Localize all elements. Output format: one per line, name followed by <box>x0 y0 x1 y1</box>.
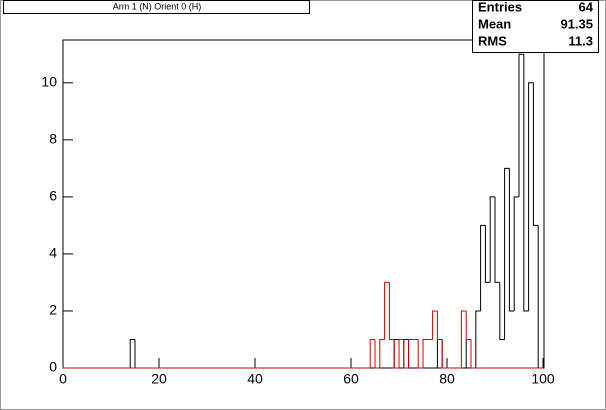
stat-value: 64 <box>579 0 594 14</box>
x-tick-label: 100 <box>531 371 555 387</box>
histogram-bin <box>388 282 395 340</box>
x-tick-label: 60 <box>343 371 359 387</box>
histogram-bin <box>523 54 529 312</box>
histogram-bin <box>484 225 491 283</box>
histogram-bin <box>475 310 481 368</box>
histogram-bin <box>528 82 534 311</box>
stat-value: 91.35 <box>560 16 593 31</box>
y-tick-label: 4 <box>49 245 57 261</box>
histogram-bin <box>398 338 404 368</box>
histogram-bin <box>494 196 500 283</box>
y-tick-label: 8 <box>49 131 57 147</box>
histogram-bin <box>518 53 524 197</box>
histogram-bin <box>408 338 414 368</box>
stat-label: RMS <box>478 33 507 48</box>
histogram-bin <box>129 338 135 368</box>
y-tick-label: 6 <box>49 188 57 204</box>
histogram-bin <box>513 196 519 311</box>
histogram-bin <box>374 339 380 369</box>
stat-value: 11.3 <box>568 33 593 48</box>
histogram-bin <box>393 339 399 369</box>
x-tick-label: 80 <box>439 371 455 387</box>
histogram-bin <box>417 339 423 369</box>
stats-box <box>472 0 599 53</box>
histogram-bin <box>465 310 471 340</box>
stat-label: Entries <box>478 0 522 14</box>
histogram-bin <box>369 338 375 368</box>
histogram-bin <box>460 310 467 368</box>
histogram-bin <box>403 339 409 369</box>
histogram-bin <box>422 338 428 368</box>
histogram-bin <box>379 338 385 368</box>
chart-title: Arm 1 (N) Orient 0 (H) <box>113 1 202 11</box>
title-box <box>3 0 310 14</box>
x-tick-label: 40 <box>247 371 263 387</box>
x-tick-label: 20 <box>151 371 167 387</box>
y-tick-label: 0 <box>49 359 57 375</box>
histogram-bin <box>504 167 510 340</box>
histogram-bin <box>499 282 505 340</box>
stat-label: Mean <box>478 16 511 31</box>
y-tick-label: 10 <box>41 73 57 89</box>
histogram-bin <box>532 82 539 226</box>
histogram-bin <box>489 196 495 283</box>
histogram-bin <box>508 168 515 312</box>
histogram-bin <box>432 310 438 340</box>
histogram-bin <box>441 339 447 369</box>
histogram-bin <box>436 310 443 340</box>
y-tick-label: 2 <box>49 302 57 318</box>
histogram-bin <box>470 339 476 369</box>
histogram-bin <box>384 281 390 340</box>
x-tick-label: 0 <box>59 371 67 387</box>
histogram-bin <box>480 224 486 311</box>
